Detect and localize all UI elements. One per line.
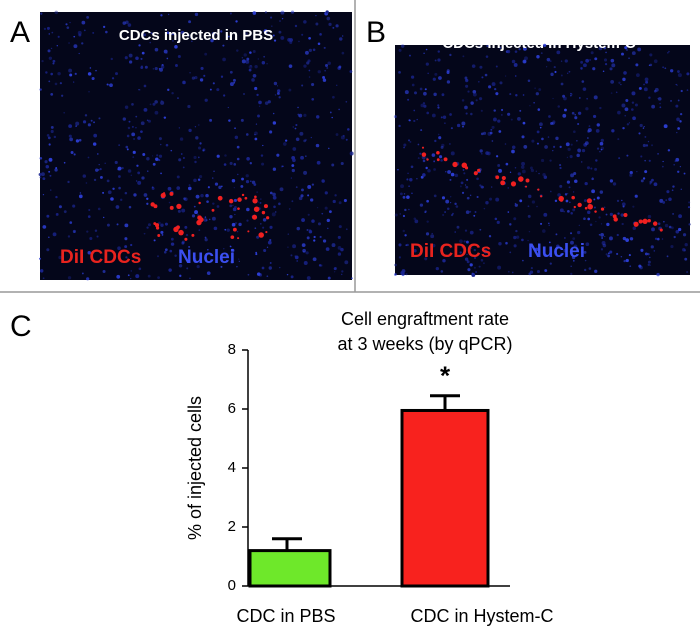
stain-label: DiI CDCs (410, 241, 491, 262)
significance-label: * (440, 361, 451, 391)
panel-label: A (10, 16, 30, 49)
x-tick-label: CDC in PBS (236, 606, 335, 626)
y-tick-label: 2 (228, 518, 236, 535)
y-tick-label: 6 (228, 400, 236, 417)
micrograph (40, 12, 352, 280)
x-tick-label: CDC in Hystem-C (410, 606, 553, 626)
bar (248, 549, 332, 588)
micrograph-signal (38, 10, 691, 281)
panel-label: C (10, 310, 32, 343)
chart-title: Cell engraftment rate (341, 309, 509, 329)
stain-label: Nuclei (178, 247, 235, 268)
chart-subtitle: at 3 weeks (by qPCR) (337, 334, 512, 354)
y-tick-label: 8 (228, 341, 236, 358)
bar (400, 408, 490, 588)
y-tick-label: 0 (228, 577, 236, 594)
y-tick-label: 4 (228, 459, 236, 476)
stain-label: Nuclei (528, 241, 585, 262)
image-caption: CDCs injected in Hystem-C (442, 35, 636, 52)
y-axis-label: % of injected cells (185, 396, 205, 540)
image-caption: CDCs injected in PBS (119, 27, 273, 44)
stain-label: DiI CDCs (60, 247, 141, 268)
panel-label: B (366, 16, 386, 49)
